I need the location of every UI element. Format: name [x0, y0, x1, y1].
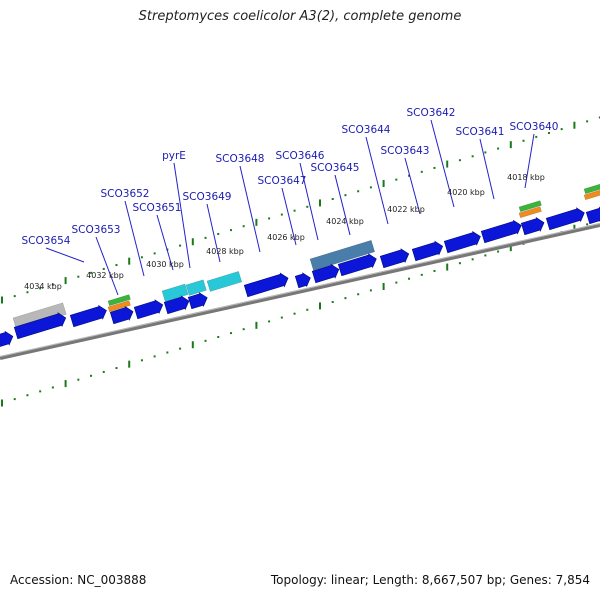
gene-label: SCO3643	[381, 145, 430, 157]
accession-text: Accession: NC_003888	[10, 573, 147, 587]
gene-label: pyrE	[162, 150, 186, 162]
gene-label: SCO3648	[216, 153, 265, 165]
gene-arrow-icon	[13, 312, 67, 340]
gene-label: SCO3654	[22, 235, 71, 247]
gene-leader-line	[239, 165, 261, 253]
gene-leader-line	[430, 119, 455, 208]
gene-arrow-icon	[69, 304, 107, 328]
region-bar-icon	[107, 294, 131, 307]
gene-label: SCO3645	[311, 162, 360, 174]
region-bar-icon	[518, 206, 542, 219]
gene-leader-line	[281, 187, 297, 246]
gene-label: SCO3644	[342, 124, 391, 136]
kbp-label: 4030 kbp	[146, 260, 184, 269]
gene-label: SCO3647	[258, 175, 307, 187]
kbp-label: 4020 kbp	[447, 188, 485, 197]
gene-arrow-icon	[294, 272, 311, 289]
gene-arrow-icon	[133, 299, 164, 320]
genome-summary-text: Topology: linear; Length: 8,667,507 bp; …	[270, 573, 590, 587]
gene-leader-line	[334, 174, 351, 236]
kbp-label: 4028 kbp	[206, 247, 244, 256]
gene-track	[0, 206, 600, 347]
gene-leader-line	[95, 236, 119, 296]
gene-label: SCO3640	[510, 121, 559, 133]
region-bar-icon	[309, 239, 376, 271]
gene-label: SCO3642	[407, 107, 456, 119]
gene-leader-line	[173, 162, 191, 269]
region-bar-icon	[185, 279, 207, 296]
kbp-label: 4018 kbp	[507, 173, 545, 182]
gene-arrow-icon	[585, 206, 600, 225]
gene-label: SCO3649	[183, 191, 232, 203]
genome-backbone	[0, 223, 600, 360]
upper-scale-ticks	[1, 116, 600, 304]
backbone-highlight	[0, 223, 600, 357]
kbp-label: 4022 kbp	[387, 205, 425, 214]
gene-leader-line	[45, 247, 85, 263]
genome-title: Streptomyces coelicolor A3(2), complete …	[138, 9, 462, 24]
kbp-label: 4032 kbp	[86, 271, 124, 280]
gene-arrow-icon	[379, 248, 410, 269]
gene-arrow-icon	[443, 230, 481, 254]
label-leader-lines	[45, 119, 535, 296]
kbp-label: 4034 kbp	[24, 282, 62, 291]
gene-leader-line	[206, 203, 221, 263]
gene-leader-line	[365, 136, 389, 225]
gene-arrow-icon	[243, 272, 289, 298]
region-bar-icon	[12, 302, 67, 330]
region-bar-icon	[161, 283, 189, 302]
gene-leader-line	[156, 214, 174, 271]
region-bar-icon	[583, 189, 600, 201]
kbp-label: 4024 kbp	[326, 217, 364, 226]
kbp-label: 4026 kbp	[267, 233, 305, 242]
gene-label: SCO3652	[101, 188, 150, 200]
gene-label: SCO3653	[72, 224, 121, 236]
gene-arrow-icon	[0, 330, 14, 347]
gene-arrow-icon	[163, 295, 190, 315]
gene-arrow-icon	[545, 207, 585, 231]
gene-label: SCO3641	[456, 126, 505, 138]
gene-leader-line	[299, 162, 319, 241]
gene-label: SCO3646	[276, 150, 325, 162]
gene-leader-line	[124, 200, 145, 277]
region-bar-icon	[107, 300, 131, 313]
kbp-label-layer: 4034 kbp 4032 kbp 4030 kbp 4028 kbp 4026 kbp…	[24, 173, 545, 291]
gene-arrow-icon	[311, 263, 340, 284]
gene-label: SCO3651	[133, 202, 182, 214]
feature-track	[12, 183, 600, 330]
region-bar-icon	[518, 200, 542, 213]
gene-arrow-icon	[187, 292, 208, 310]
gene-leader-line	[479, 138, 495, 200]
gene-arrow-icon	[337, 253, 377, 277]
gene-leader-line	[404, 157, 421, 215]
lower-scale-ticks	[1, 219, 600, 407]
region-bar-icon	[583, 183, 600, 195]
gene-arrow-icon	[520, 216, 545, 236]
backbone-line	[0, 223, 600, 360]
gene-arrow-icon	[411, 240, 444, 262]
region-bar-icon	[206, 271, 243, 292]
gene-leader-line	[524, 133, 535, 189]
gene-arrow-icon	[480, 219, 522, 244]
gene-arrow-icon	[109, 305, 134, 325]
